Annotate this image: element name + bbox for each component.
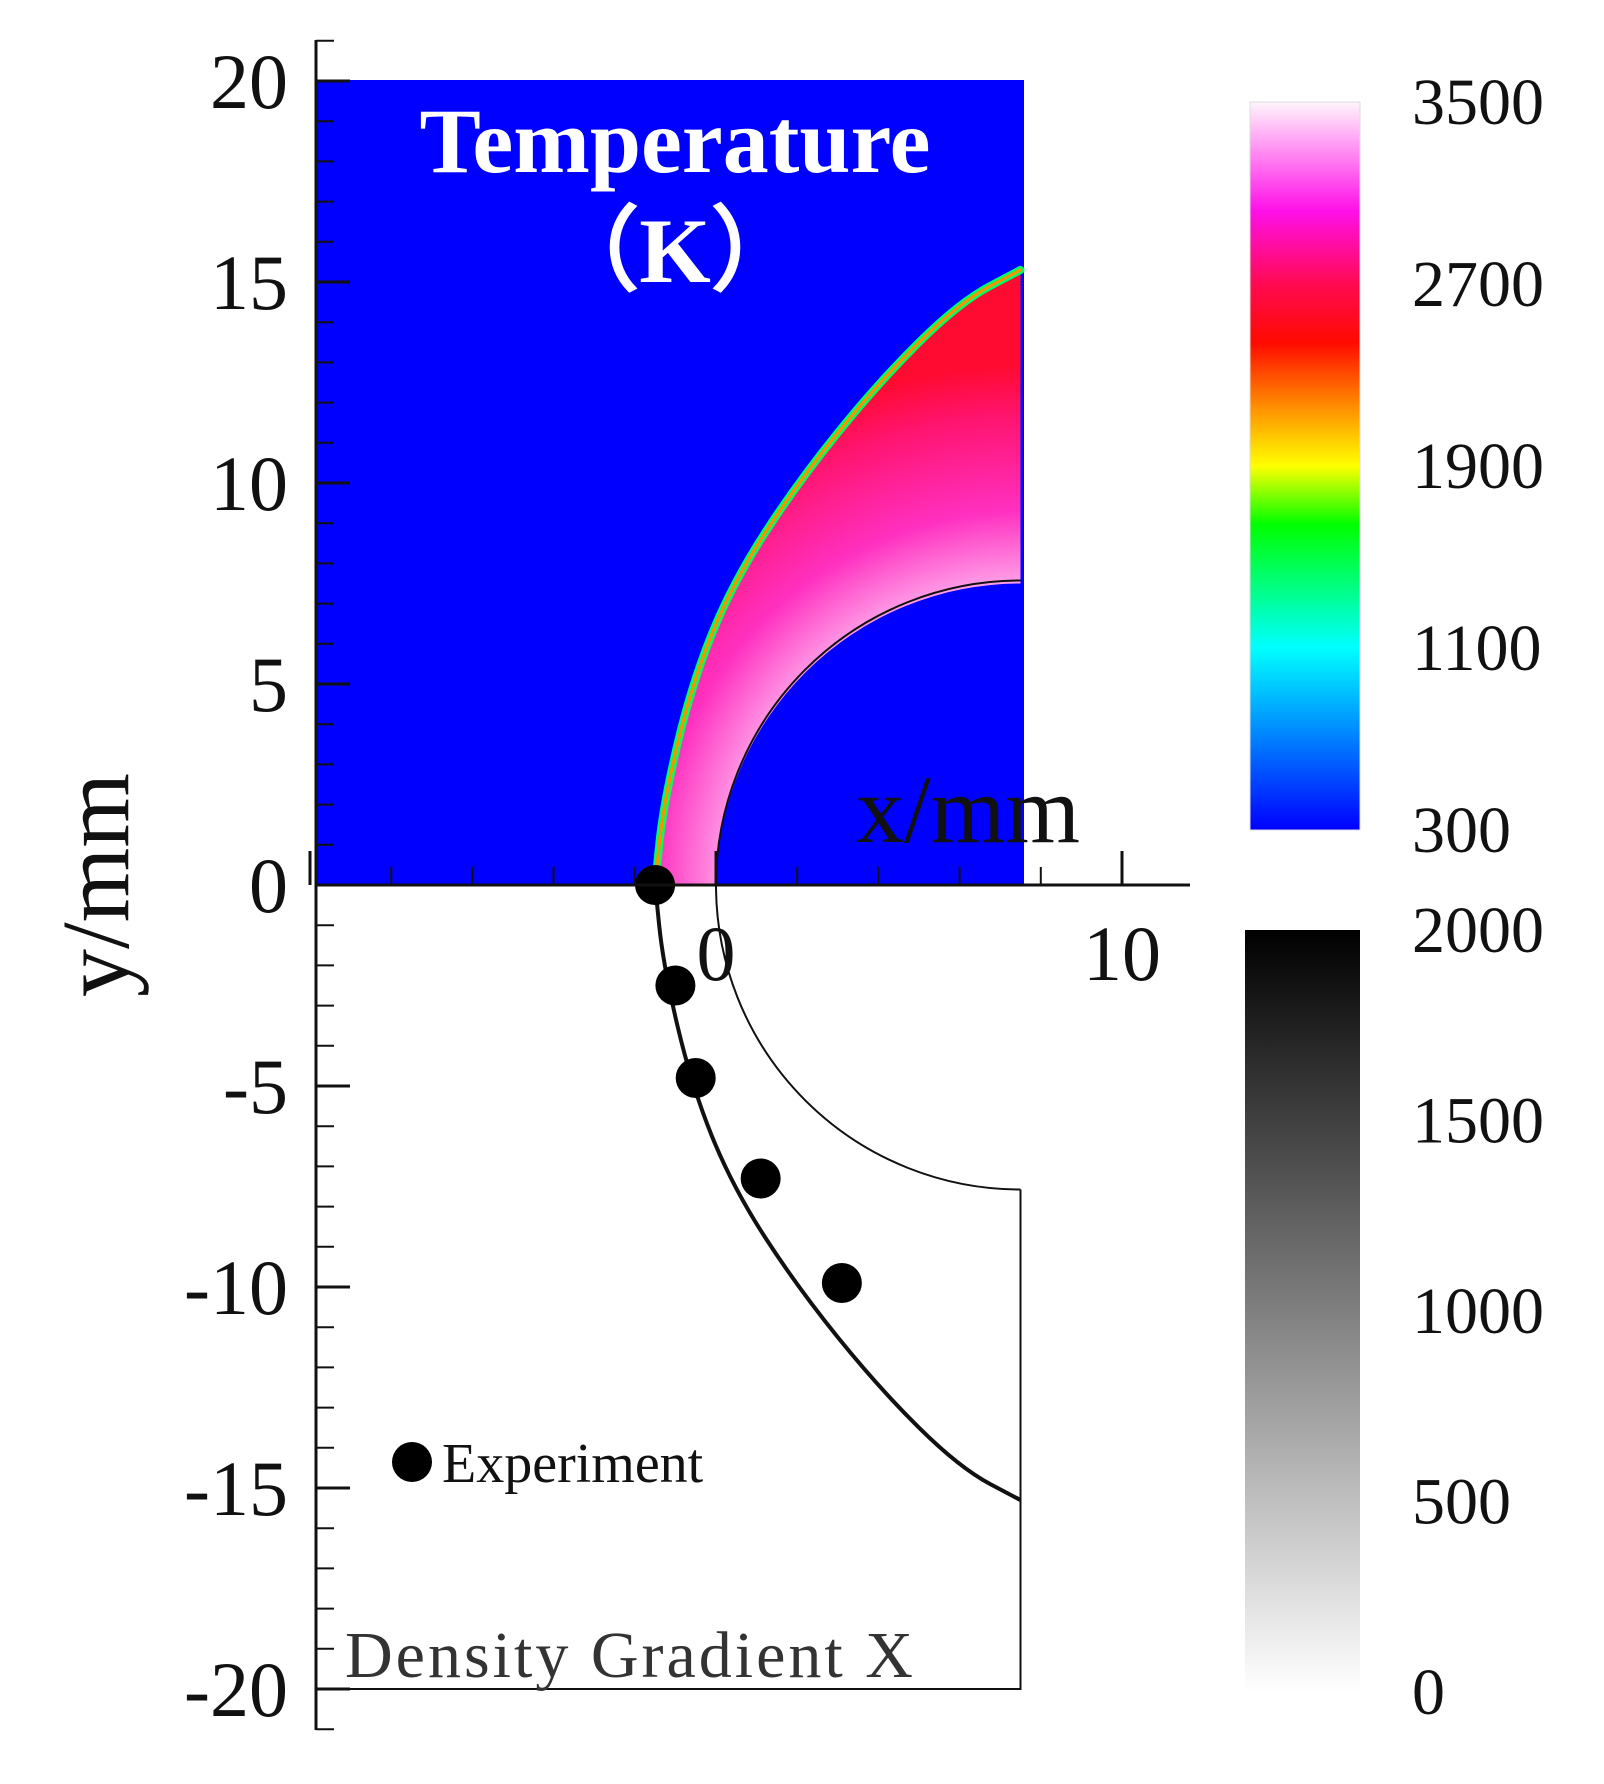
y-tick-label-2: 10	[210, 440, 288, 527]
panel-note: Density Gradient X	[345, 1619, 916, 1692]
density-panel: Density Gradient X Experiment	[316, 865, 1022, 1692]
y-axis-tick-labels: 20 15 10 5 0 -5 -10 -15 -20	[184, 38, 288, 1733]
density-colorbar-bar	[1245, 930, 1360, 1692]
density-colorbar-labels: 2000 1500 1000 500 0	[1412, 894, 1544, 1729]
lower-panel-outline	[316, 1189, 1022, 1690]
density-colorbar-label-1: 1500	[1412, 1085, 1544, 1158]
shock-layer	[655, 269, 1021, 885]
experiment-point-3	[675, 1057, 716, 1098]
temperature-colorbar-label-4: 300	[1412, 794, 1511, 867]
density-colorbar-label-3: 500	[1412, 1466, 1511, 1539]
experiment-point-2	[655, 965, 696, 1006]
shock-front-inner	[653, 268, 1022, 887]
y-tick-label-1: 15	[210, 239, 288, 326]
x-axis-ticks	[308, 851, 1124, 885]
y-tick-label-3: 5	[249, 641, 288, 728]
experiment-point-5	[821, 1262, 862, 1303]
y-tick-label-0: 20	[210, 38, 288, 125]
temperature-colorbar-bar	[1249, 101, 1361, 831]
y-tick-label-5: -5	[223, 1043, 288, 1130]
experiment-point-4	[740, 1158, 781, 1199]
y-axis-title: y/mm	[42, 773, 149, 997]
density-shock-line	[653, 884, 1022, 1502]
temperature-panel: Temperature （K）	[316, 80, 1025, 889]
temperature-colorbar-label-0: 3500	[1412, 66, 1544, 139]
temperature-colorbar-label-2: 1900	[1412, 430, 1544, 503]
legend-marker	[392, 1442, 432, 1482]
body-surface-upper	[715, 579, 1021, 886]
x-axis-tick-labels: 0 10	[697, 910, 1162, 997]
density-colorbar-label-0: 2000	[1412, 894, 1544, 967]
axes: 20 15 10 5 0 -5 -10 -15 -20 0 10 x/mm y/mm	[42, 38, 1190, 1733]
temperature-colorbar: 3500 2700 1900 1100 300	[1249, 66, 1544, 867]
y-tick-label-7: -15	[184, 1445, 288, 1532]
panel-title-line1: Temperature	[419, 90, 930, 192]
temperature-colorbar-label-1: 2700	[1412, 248, 1544, 321]
density-colorbar: 2000 1500 1000 500 0	[1245, 894, 1544, 1729]
x-tick-label-0: 0	[697, 910, 736, 997]
x-axis-title: x/mm	[856, 756, 1080, 863]
y-tick-label-8: -20	[184, 1646, 288, 1733]
body-surface-lower	[715, 884, 1021, 1191]
y-axis-ticks	[316, 39, 350, 1731]
density-colorbar-label-2: 1000	[1412, 1275, 1544, 1348]
panel-title-line2: （K）	[547, 200, 803, 302]
experiment-markers	[635, 865, 862, 1303]
y-tick-label-6: -10	[184, 1244, 288, 1331]
density-colorbar-label-4: 0	[1412, 1656, 1445, 1729]
legend-label: Experiment	[442, 1433, 704, 1495]
x-tick-label-1: 10	[1083, 910, 1161, 997]
y-tick-label-4: 0	[249, 842, 288, 929]
temperature-colorbar-label-3: 1100	[1412, 612, 1542, 685]
temperature-colorbar-labels: 3500 2700 1900 1100 300	[1412, 66, 1544, 867]
